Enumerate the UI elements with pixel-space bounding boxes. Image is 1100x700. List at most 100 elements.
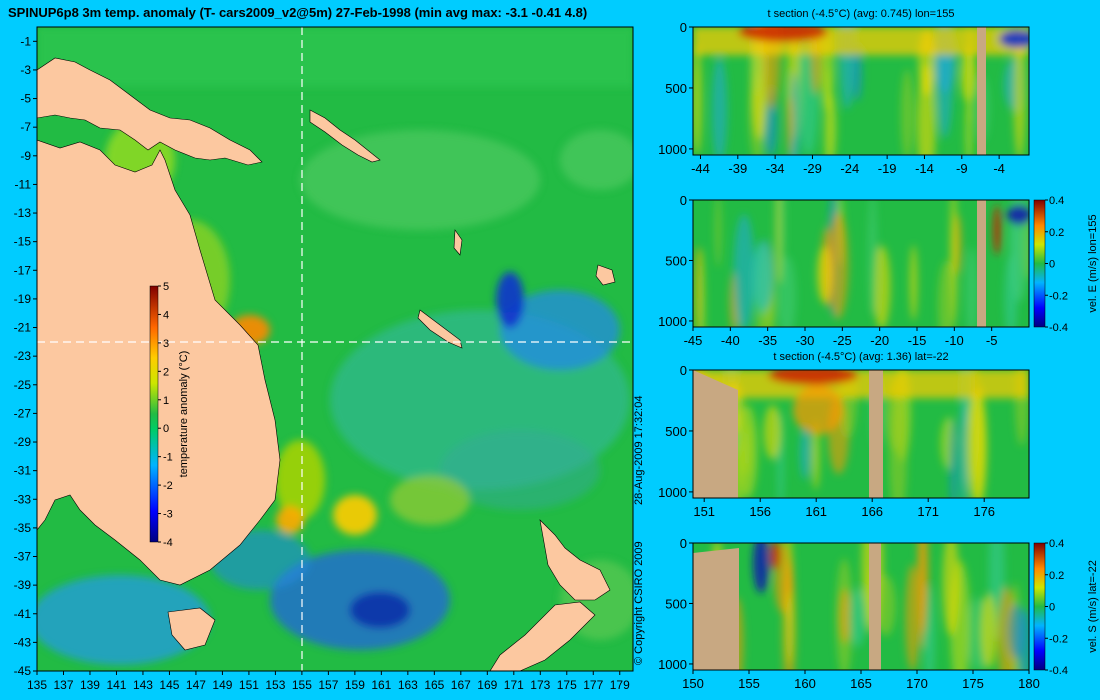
ocean-anomaly-patches (37, 27, 633, 665)
x-tick-label: 139 (80, 678, 100, 692)
x-tick-label: 180 (1018, 676, 1040, 691)
x-tick-label: 163 (398, 678, 418, 692)
x-tick-label: -34 (766, 161, 785, 176)
x-tick-label: 173 (530, 678, 550, 692)
y-tick-label: -5 (20, 92, 31, 106)
x-tick-label: 153 (265, 678, 285, 692)
x-tick-label: -39 (728, 161, 747, 176)
x-tick-label: -35 (758, 333, 777, 348)
section-plot-area (693, 370, 1029, 498)
colorbar-tick-label: 0 (1049, 259, 1055, 271)
vanuatu (453, 229, 463, 256)
y-tick-label: 500 (665, 253, 687, 268)
colorbar-ticks: 5 4 3 2 1 0 -1 -2 -3 -4 (158, 281, 173, 549)
colorbar-tick-label: 0.2 (1049, 227, 1064, 239)
y-tick-label: -9 (20, 149, 31, 163)
x-tick-label: -15 (908, 333, 927, 348)
section-panel-2: 0 500 1000 -45 -40 -35 -30 -25 -20 -15 -10 -5 0.4 0.2… (658, 193, 1099, 348)
section-plot-area (693, 200, 1029, 327)
section-panel-4: 0 500 1000 150 155 160 165 170 175 180 0.4 0.2 0 -0.2… (658, 536, 1099, 691)
x-tick-label: 179 (610, 678, 630, 692)
y-tick-label: -33 (14, 492, 32, 506)
x-tick-label: 160 (794, 676, 816, 691)
y-tick-label: 500 (665, 81, 687, 96)
colorbar-tick-label: 2 (163, 366, 169, 378)
x-tick-label: -45 (684, 333, 703, 348)
x-tick-label: 167 (451, 678, 471, 692)
x-tick-label: 151 (239, 678, 259, 692)
x-tick-label: 151 (693, 504, 715, 519)
new-zealand-south (489, 601, 596, 671)
colorbar-tick-label: -0.2 (1049, 290, 1068, 302)
x-tick-label: 177 (583, 678, 603, 692)
colorbar-tick-label: 0.2 (1049, 570, 1064, 582)
x-tick-label: -20 (870, 333, 889, 348)
y-tick-label: 0 (680, 193, 687, 208)
y-tick-label: 1000 (658, 142, 687, 157)
new-guinea (37, 57, 263, 166)
y-tick-label: -27 (14, 406, 32, 420)
colorbar-tick-label: 5 (163, 281, 169, 293)
main-x-ticks: 135 137 139 141 143 145 147 149 151 153 155 157 159 1… (27, 671, 630, 692)
y-tick-label: -11 (15, 177, 32, 191)
x-tick-label: -30 (796, 333, 815, 348)
x-tick-label: -24 (840, 161, 859, 176)
y-tick-label: -3 (20, 63, 31, 77)
x-tick-label: 161 (371, 678, 391, 692)
land-masses (37, 57, 616, 671)
y-tick-label: -39 (14, 578, 32, 592)
x-tick-label: 159 (345, 678, 365, 692)
y-tick-label: 0 (680, 536, 687, 551)
x-tick-label: 166 (861, 504, 883, 519)
x-tick-label: -4 (993, 161, 1005, 176)
x-tick-label: 171 (504, 678, 524, 692)
y-tick-label: 1000 (658, 657, 687, 672)
x-tick-label: -5 (986, 333, 998, 348)
x-tick-label: 145 (159, 678, 179, 692)
y-tick-label: -21 (14, 321, 32, 335)
y-tick-label: -15 (14, 235, 32, 249)
colorbar-ramp (149, 285, 159, 543)
x-tick-label: -9 (956, 161, 968, 176)
colorbar-tick-label: 3 (163, 338, 169, 350)
x-tick-label: 175 (557, 678, 577, 692)
section-plot-area (693, 543, 1029, 670)
main-colorbar: 5 4 3 2 1 0 -1 -2 -3 -4 temperature anomaly (°C) (149, 281, 190, 549)
colorbar-tick-label: -4 (163, 537, 173, 549)
colorbar-tick-label: -1 (163, 452, 173, 464)
x-tick-label: 150 (682, 676, 704, 691)
x-tick-label: 176 (973, 504, 995, 519)
section-panel-3: t section (-4.5°C) (avg: 1.36) lat=-22 0 5… (658, 351, 1030, 519)
x-tick-label: 149 (212, 678, 232, 692)
y-tick-label: -43 (14, 635, 32, 649)
copyright-text: © Copyright CSIRO 2009 (633, 541, 645, 665)
y-tick-label: -19 (14, 292, 32, 306)
x-tick-label: -44 (691, 161, 710, 176)
colorbar-tick-label: -2 (163, 480, 173, 492)
colorbar-tick-label: 0 (1049, 602, 1055, 614)
x-tick-label: -10 (945, 333, 964, 348)
y-tick-label: -45 (14, 664, 32, 678)
colorbar-tick-label: 0.4 (1049, 538, 1064, 550)
colorbar-tick-label: -0.2 (1049, 633, 1068, 645)
colorbar-label: vel. S (m/s) lat=-22 (1087, 560, 1099, 653)
x-tick-label: 171 (917, 504, 939, 519)
section-colorbar: 0.4 0.2 0 -0.2 -0.4 vel. S (m/s) lat=-22 (1033, 538, 1099, 677)
section-plot-area (693, 27, 1029, 155)
x-tick-label: 161 (805, 504, 827, 519)
fiji (595, 264, 616, 286)
colorbar-tick-label: 0 (163, 423, 169, 435)
y-tick-label: -25 (14, 378, 32, 392)
y-tick-label: 500 (665, 424, 687, 439)
colorbar-label: temperature anomaly (°C) (178, 351, 190, 478)
colorbar-tick-label: 0.4 (1049, 195, 1064, 207)
colorbar-tick-label: -0.4 (1049, 665, 1068, 677)
x-tick-label: 137 (53, 678, 73, 692)
section-panel-1: t section (-4.5°C) (avg: 0.745) lon=155 0… (658, 8, 1030, 176)
section-title: t section (-4.5°C) (avg: 1.36) lat=-22 (773, 351, 948, 363)
x-tick-label: 157 (318, 678, 338, 692)
y-tick-label: -13 (14, 206, 32, 220)
x-tick-label: 147 (186, 678, 206, 692)
y-tick-label: -23 (14, 349, 32, 363)
